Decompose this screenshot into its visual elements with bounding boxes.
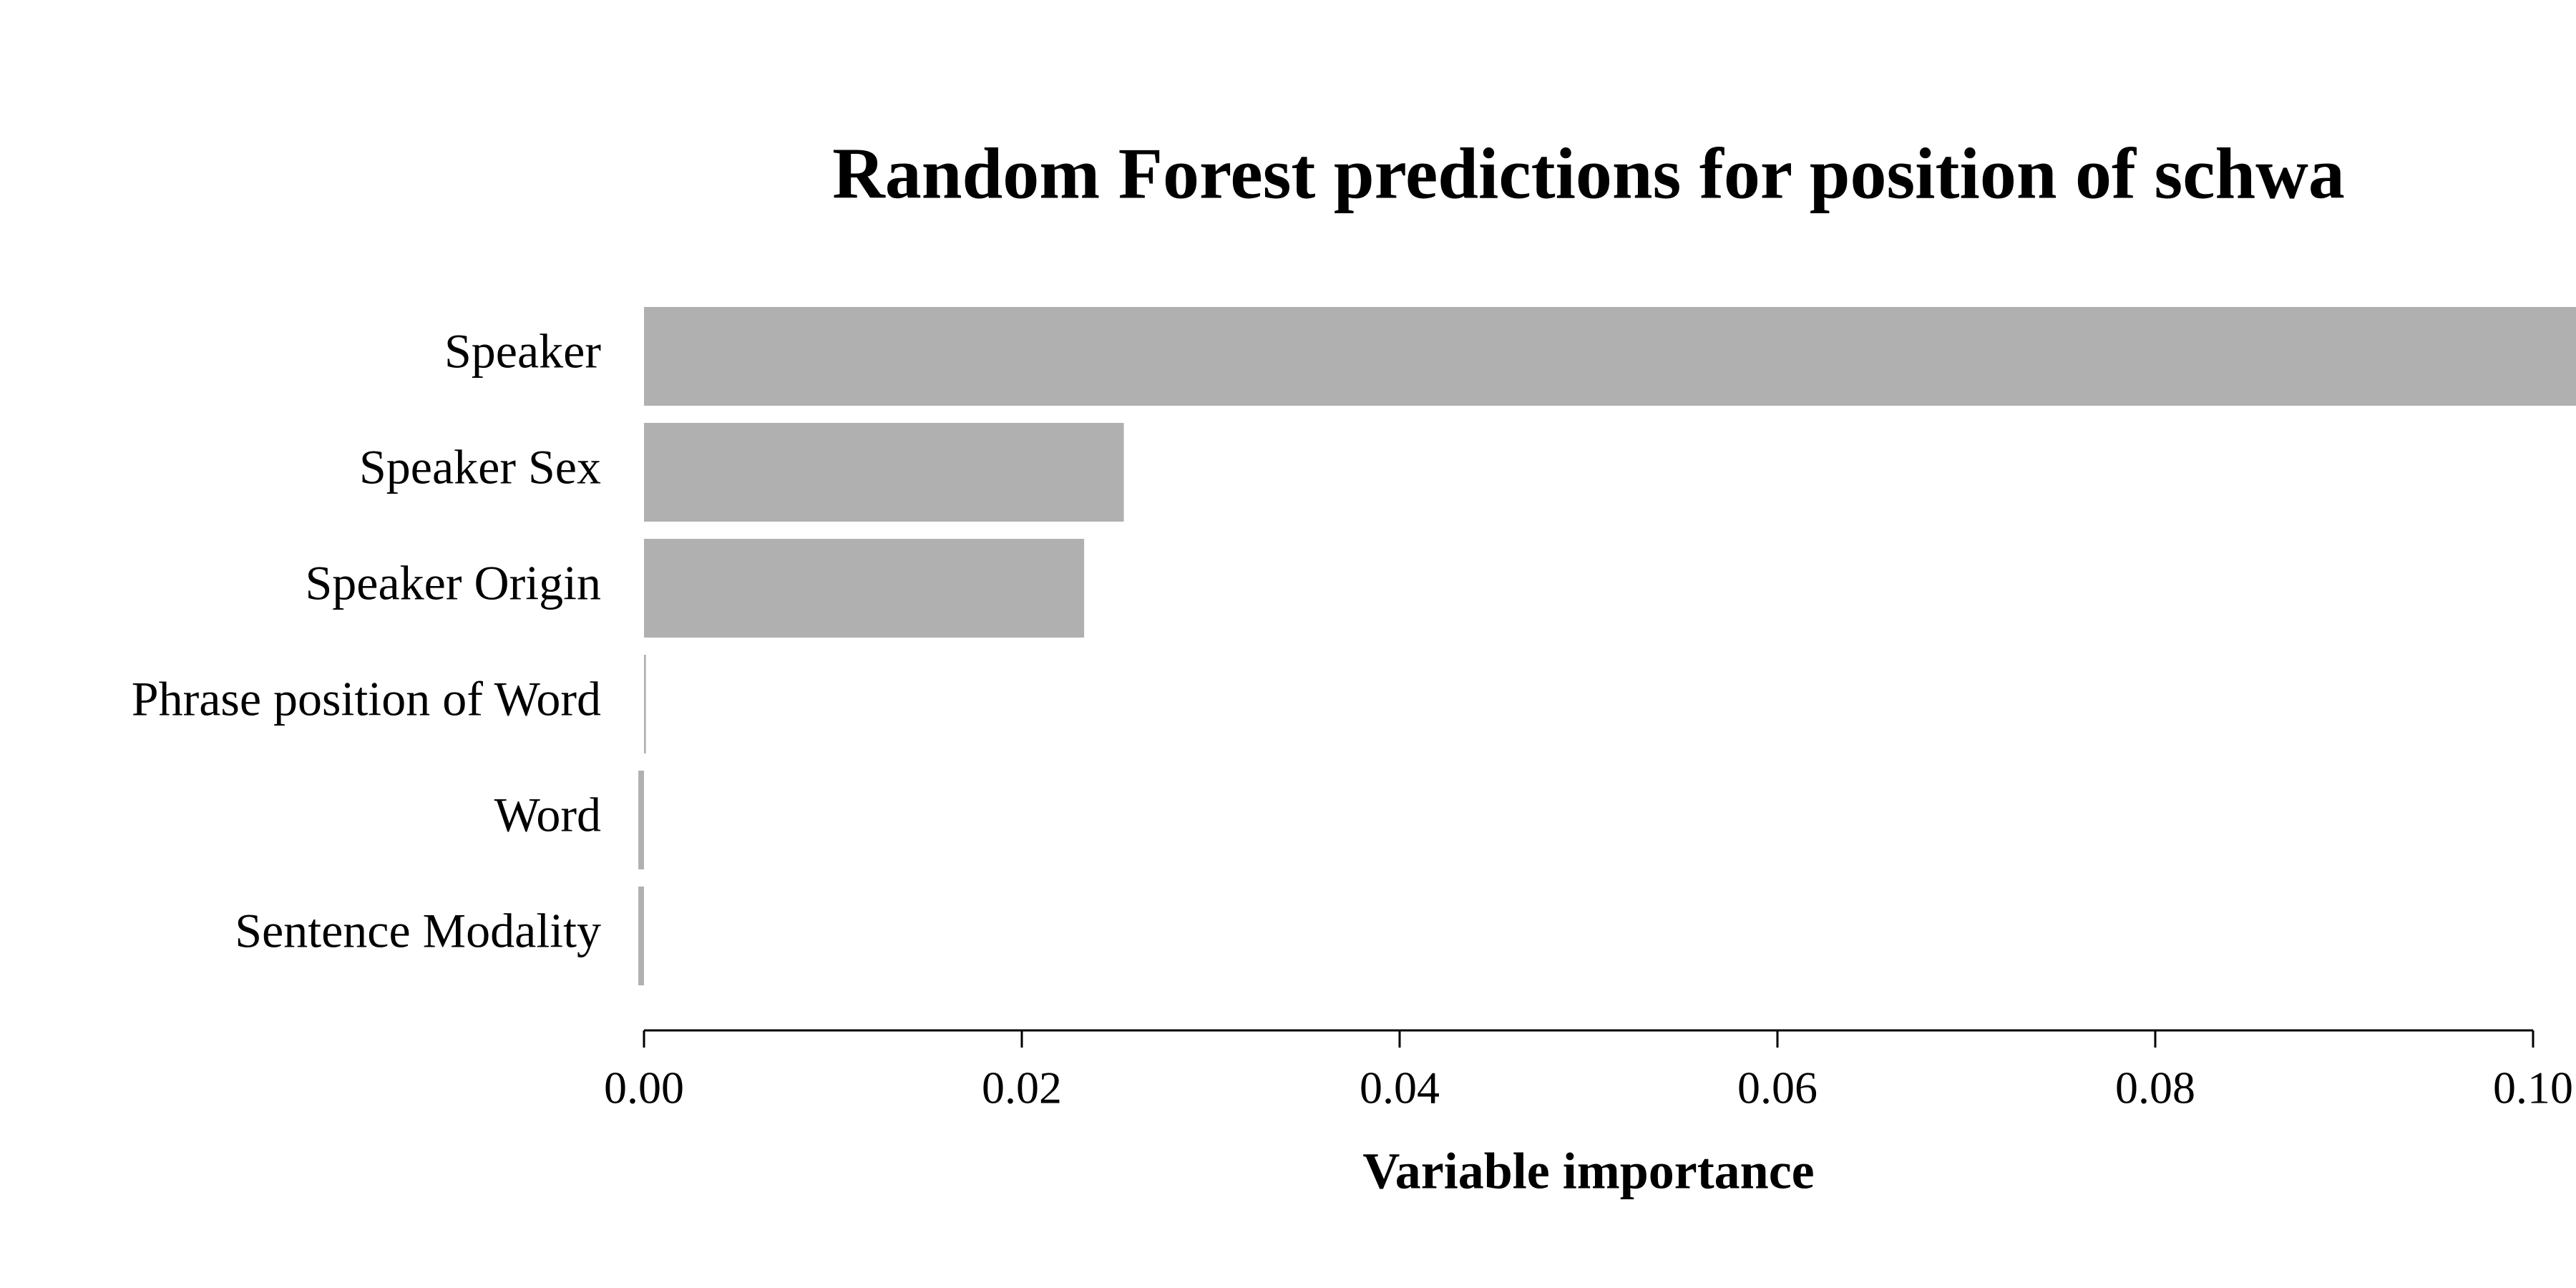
chart-title: Random Forest predictions for position o… <box>832 133 2345 214</box>
x-axis-label: Variable importance <box>1362 1143 1814 1200</box>
bar <box>644 423 1124 522</box>
x-tick-label: 0.08 <box>2115 1063 2195 1113</box>
y-tick-label: Speaker <box>444 324 601 379</box>
x-tick-label: 0.04 <box>1360 1063 1440 1113</box>
y-tick-label: Speaker Origin <box>305 556 601 610</box>
x-tick-label: 0.06 <box>1737 1063 1818 1113</box>
y-tick-label: Speaker Sex <box>359 440 601 494</box>
y-tick-label: Phrase position of Word <box>132 672 601 726</box>
y-tick-label: Sentence Modality <box>235 904 601 958</box>
x-tick-label: 0.02 <box>982 1063 1062 1113</box>
bar <box>638 771 644 869</box>
x-tick-label: 0.00 <box>604 1063 684 1113</box>
y-tick-label: Word <box>494 788 601 842</box>
bar <box>644 307 2576 406</box>
x-tick-label: 0.10 <box>2493 1063 2573 1113</box>
bar <box>638 887 644 985</box>
bar <box>644 539 1085 638</box>
bar <box>644 655 646 753</box>
